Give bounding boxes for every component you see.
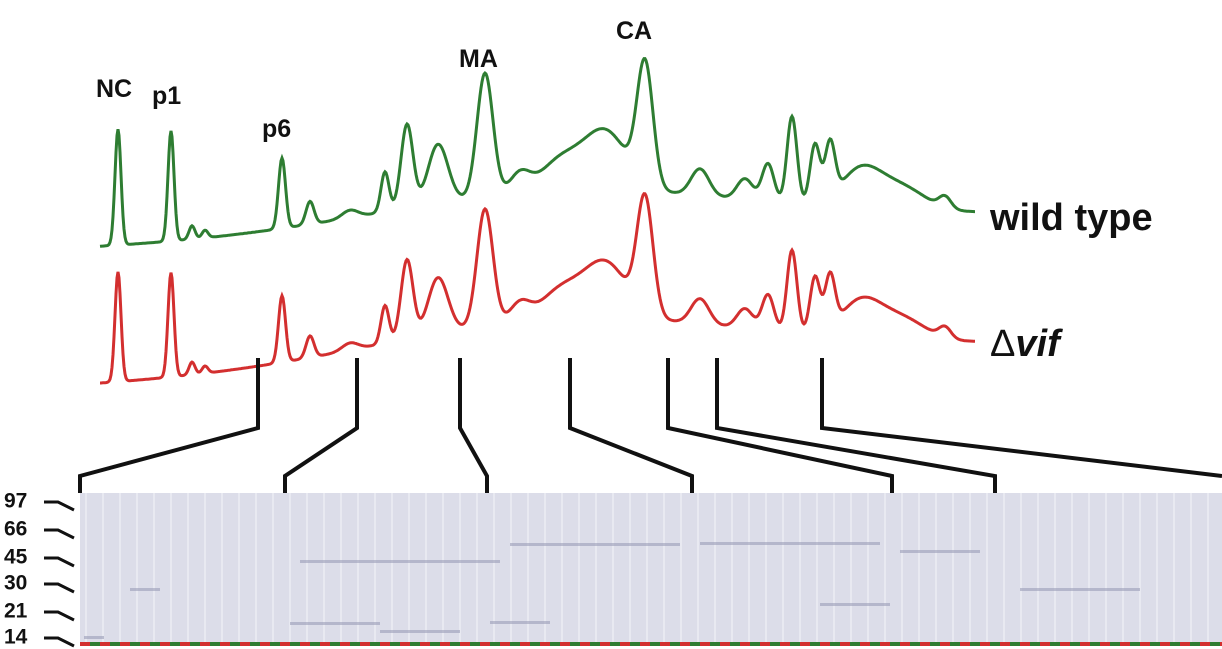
peak-label: p6	[262, 115, 291, 143]
gene: vif	[1015, 323, 1063, 365]
marker-label: 45	[4, 546, 28, 569]
trace-label: wild type	[989, 197, 1153, 239]
peak-label: p1	[152, 82, 181, 110]
marker-tick	[44, 500, 75, 512]
gel-band	[130, 588, 160, 591]
gel-band	[84, 636, 104, 639]
marker-tick	[44, 610, 75, 622]
marker-tick	[44, 528, 75, 540]
mutant-trace	[100, 192, 975, 385]
gel-band	[820, 603, 890, 606]
gel-band	[490, 621, 550, 624]
marker-label: 14	[4, 626, 28, 649]
marker-tick	[44, 582, 75, 594]
marker-tick	[44, 556, 75, 568]
gel-band	[290, 622, 380, 625]
trace-label: Δvif	[990, 323, 1063, 365]
size-markers: 97 66 45 30 21 14	[4, 490, 75, 649]
gel-band	[1020, 588, 1140, 591]
gel-band	[700, 542, 880, 545]
gel-bands	[84, 542, 1140, 639]
gel	[80, 493, 1222, 642]
gel-band	[300, 560, 500, 563]
marker-label: 66	[4, 518, 27, 541]
delta: Δ	[990, 323, 1015, 365]
connectors	[78, 358, 1222, 493]
marker-tick	[44, 636, 75, 648]
marker-label: 21	[4, 600, 28, 623]
peak-label: MA	[459, 45, 498, 73]
gel-band	[380, 630, 460, 633]
gel-band	[900, 550, 980, 553]
peak-label: CA	[616, 17, 652, 45]
wild-type-trace	[99, 57, 975, 248]
marker-label: 30	[4, 572, 27, 595]
marker-label: 97	[4, 490, 27, 513]
peak-labels: NC p1 p6 MA CA	[96, 17, 652, 143]
peak-label: NC	[96, 75, 132, 103]
gel-band	[510, 543, 680, 546]
